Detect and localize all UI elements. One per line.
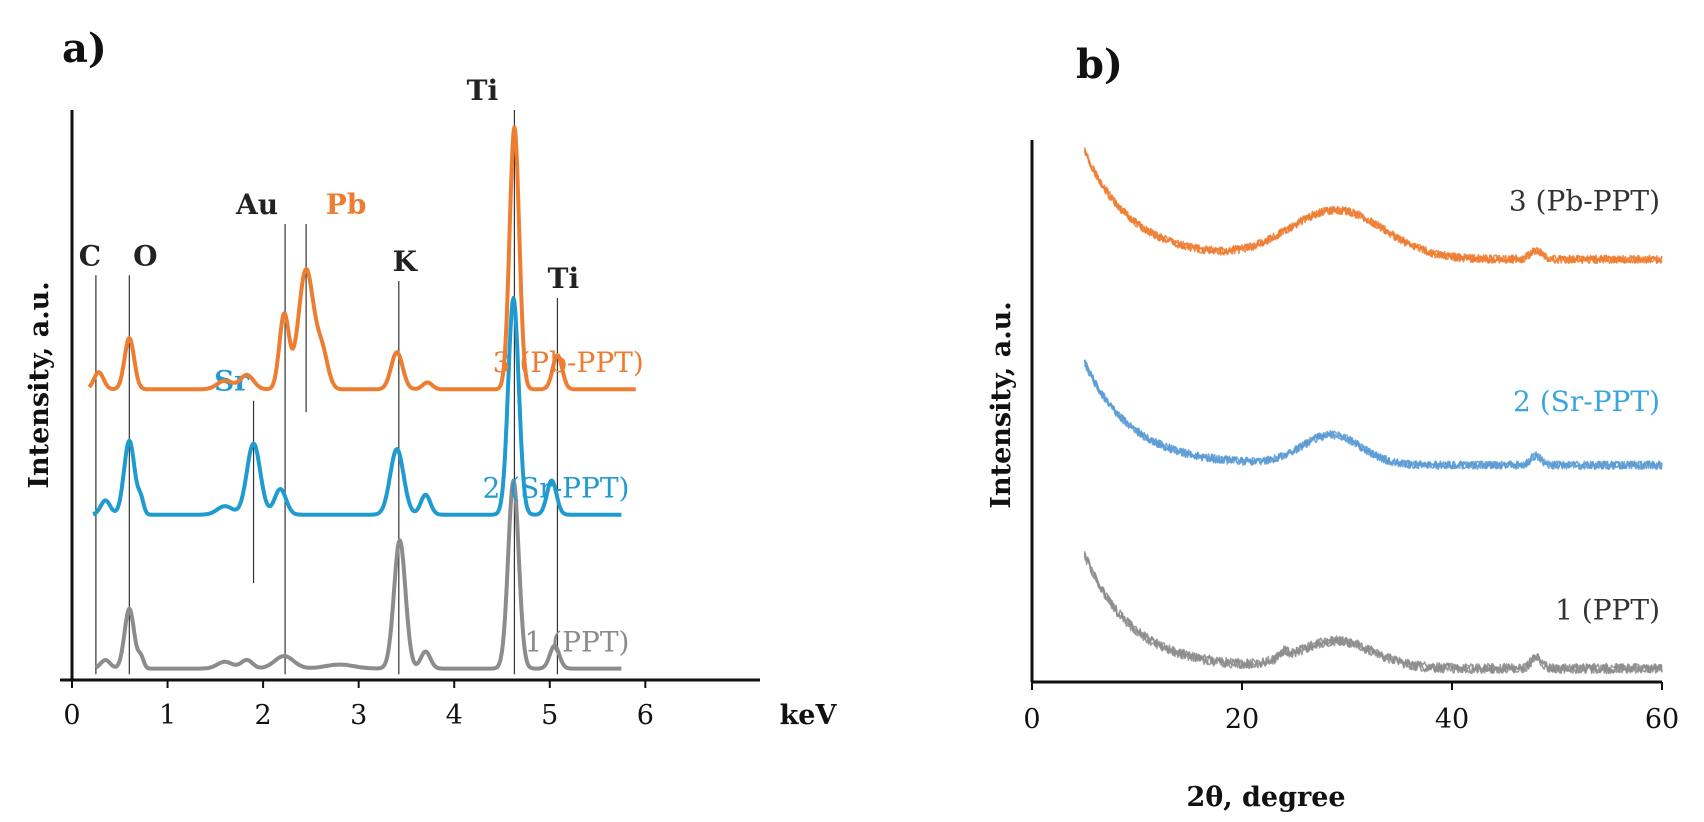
panel-b-x-axis-title: 2θ, degree — [1186, 782, 1345, 813]
panel-a-x-ticks: 0 1 2 3 4 5 6 — [63, 680, 654, 731]
panel-a-series-labels: 1 (PPT) 2 (Sr-PPT) 3 (Pb-PPT) — [482, 346, 643, 658]
panel-a-x-unit: keV — [780, 700, 838, 731]
panel-a-x-tick-label: 0 — [63, 700, 80, 731]
panel-b-xrd-pattern: b) Intensity, a.u. 2θ, degree 0 20 40 60 1 … — [986, 41, 1679, 813]
panel-a-series — [87, 125, 637, 671]
marker-label-c: C — [79, 239, 101, 272]
panel-a-x-tick-label: 1 — [159, 700, 176, 731]
panel-a-x-tick-label: 2 — [255, 700, 272, 731]
panel-b-y-axis-title: Intensity, a.u. — [986, 301, 1017, 508]
panel-a-y-axis-title: Intensity, a.u. — [24, 281, 55, 488]
series-line-2-sr-ppt — [92, 296, 623, 517]
panel-a-x-tick-label: 5 — [541, 700, 558, 731]
marker-label-ti: Ti — [548, 262, 579, 295]
series-trace-2-sr-ppt — [1083, 359, 1663, 471]
series-label-3-pb-ppt: 3 (Pb-PPT) — [493, 346, 644, 379]
panel-b-series-labels: 1 (PPT) 2 (Sr-PPT) 3 (Pb-PPT) — [1509, 184, 1660, 626]
panel-a-x-tick-label: 3 — [350, 700, 367, 731]
panel-b-x-tick-label: 20 — [1225, 704, 1259, 735]
panel-b-series — [1083, 147, 1663, 675]
panel-b-x-tick-label: 0 — [1023, 704, 1040, 735]
series-label-1-ppt: 1 (PPT) — [525, 626, 630, 659]
series-label-b-2-sr-ppt: 2 (Sr-PPT) — [1513, 385, 1660, 418]
marker-label-pb: Pb — [326, 188, 367, 221]
series-trace-3-pb-ppt — [1083, 150, 1663, 265]
series-line-3-pb-ppt — [87, 125, 637, 392]
panel-a-x-tick-label: 4 — [446, 700, 463, 731]
marker-label-o: O — [133, 239, 157, 272]
series-trace-1-ppt — [1083, 555, 1663, 675]
panel-a-x-tick-label: 6 — [637, 700, 654, 731]
series-trace-3-pb-ppt — [1083, 150, 1663, 265]
panel-b-x-tick-label: 40 — [1435, 704, 1469, 735]
panel-a-label: a) — [62, 25, 107, 72]
panel-b-x-tick-label: 60 — [1645, 704, 1679, 735]
panel-b-x-ticks: 0 20 40 60 — [1023, 682, 1679, 735]
panel-b-axes — [1030, 140, 1662, 684]
marker-label-k: K — [393, 245, 419, 278]
panel-a-axes — [60, 110, 760, 682]
panel-b-label: b) — [1076, 41, 1123, 88]
series-line-1-ppt — [94, 478, 623, 671]
series-label-b-1-ppt: 1 (PPT) — [1555, 594, 1660, 627]
series-label-b-3-pb-ppt: 3 (Pb-PPT) — [1509, 184, 1660, 217]
marker-label-au: Au — [235, 188, 278, 221]
series-label-2-sr-ppt: 2 (Sr-PPT) — [482, 472, 629, 505]
marker-label-ti: Ti — [467, 74, 498, 107]
